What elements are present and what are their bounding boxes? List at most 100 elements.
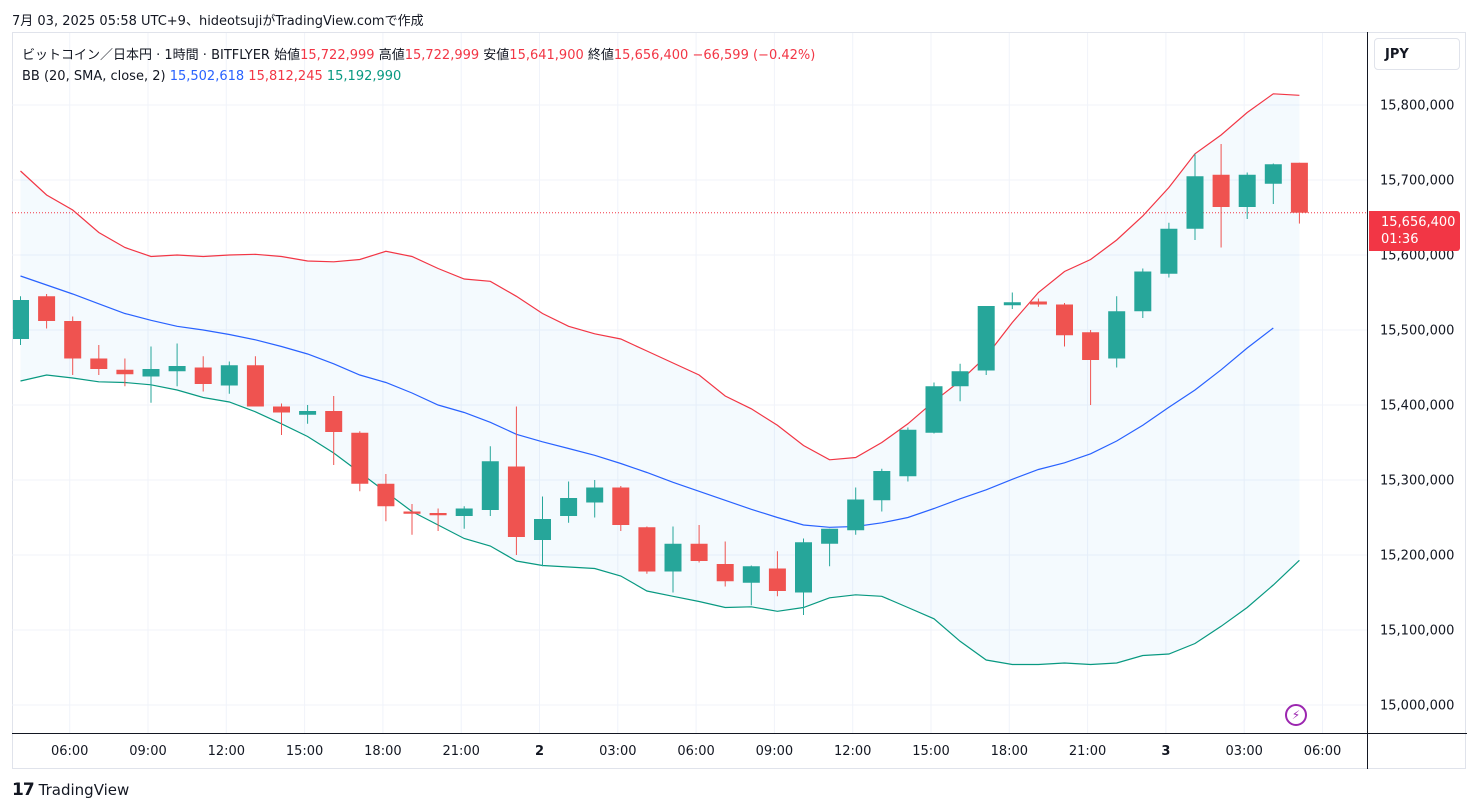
candle (64, 316, 82, 375)
candle-body (638, 527, 656, 572)
bb-fill (20, 93, 1300, 665)
candle (925, 382, 943, 434)
candle-body (481, 461, 499, 510)
candle-body (1186, 176, 1204, 229)
candle (351, 431, 369, 492)
candle (690, 525, 708, 563)
y-tick-label: 15,100,000 (1380, 624, 1454, 639)
candle-body (1238, 174, 1256, 207)
candle (1003, 292, 1021, 309)
candles (13, 144, 1308, 615)
candle-body (768, 568, 786, 591)
candle-body (716, 564, 734, 582)
x-tick-label: 12:00 (208, 744, 245, 759)
candle-body (38, 296, 56, 321)
brand-name: TradingView (38, 781, 130, 799)
bb-upper-line (20, 93, 1300, 461)
currency-button[interactable]: JPY (1374, 38, 1460, 70)
candle (716, 541, 734, 587)
candle-body (1108, 311, 1126, 359)
candle (1290, 162, 1308, 224)
time-axis-ticks: 06:00 09:00 12:00 15:00 18:00 21:00 2 03:00 06:0… (51, 744, 1341, 759)
candle (951, 363, 969, 402)
bb-legend-row: BB (20, SMA, close, 2) 15,502,618 15,812… (22, 66, 815, 87)
chart-caption: 7月 03, 2025 05:58 UTC+9、hideotsujiがTradi… (12, 14, 424, 29)
candle-body (429, 513, 447, 516)
y-tick-label: 15,700,000 (1380, 174, 1454, 189)
candle (1186, 153, 1204, 240)
candle-body (586, 487, 604, 503)
x-tick-label: 09:00 (129, 744, 166, 759)
candle-body (977, 306, 995, 371)
candle (325, 396, 343, 465)
close-label: 終値 (587, 48, 614, 63)
open-label: 始値 (274, 48, 301, 63)
candle (38, 294, 56, 329)
candle (560, 481, 578, 523)
open-value: 15,722,999 (300, 48, 375, 63)
candle (429, 508, 447, 531)
grid-lines (12, 33, 1367, 733)
candle (90, 345, 108, 375)
y-tick-label: 15,500,000 (1380, 324, 1454, 339)
candle (1134, 268, 1152, 318)
x-tick-label: 3 (1161, 744, 1170, 759)
candle (194, 356, 212, 392)
candle-body (925, 386, 943, 433)
lightning-icon[interactable]: ⚡ (1285, 704, 1307, 726)
candle (1082, 330, 1100, 405)
bb-basis-line (20, 275, 1274, 528)
candle-body (455, 508, 473, 516)
bb-lower-line (20, 374, 1300, 666)
candle-body (168, 366, 186, 372)
x-tick-label: 03:00 (1225, 744, 1262, 759)
tradingview-logo-icon: 𝟭𝟳 (12, 780, 35, 800)
candle-body (90, 358, 108, 369)
frame-left-border (12, 32, 13, 769)
candle (1212, 144, 1230, 248)
candle-body (795, 542, 812, 593)
candle (977, 306, 995, 375)
bollinger-bands (12, 93, 1367, 666)
last-price-value: 15,656,400 (1381, 215, 1456, 230)
candle-body (690, 543, 708, 561)
frame-bottom-border (12, 768, 1466, 769)
candle-body (116, 369, 134, 375)
candle-body (1082, 332, 1100, 360)
bb-indicator-label[interactable]: BB (20, SMA, close, 2) (22, 69, 166, 84)
candle-body (899, 429, 917, 477)
bar-countdown: 01:36 (1381, 232, 1419, 247)
candle (273, 403, 290, 435)
candle (13, 296, 29, 345)
symbol-name[interactable]: ビットコイン／日本円 · 1時間 · BITFLYER (22, 48, 270, 63)
candle-body (325, 411, 343, 432)
price-axis-ticks: 15,000,000 15,100,000 15,200,000 15,300,000… (1380, 99, 1454, 714)
time-axis-line (12, 733, 1467, 734)
candle (116, 358, 134, 387)
candle-body (612, 487, 630, 525)
candle (246, 356, 264, 407)
chart-legend: ビットコイン／日本円 · 1時間 · BITFLYER 始値15,722,999… (22, 45, 815, 87)
x-tick-label: 09:00 (756, 744, 793, 759)
candle-body (873, 471, 891, 501)
candle (586, 480, 604, 518)
bb-basis-value: 15,502,618 (169, 69, 245, 84)
price-axis-line (1367, 32, 1368, 769)
candle (534, 496, 551, 567)
x-tick-label: 21:00 (442, 744, 479, 759)
high-value: 15,722,999 (404, 48, 480, 63)
candle-body (847, 499, 865, 531)
candle-body (246, 365, 264, 407)
x-tick-label: 06:00 (51, 744, 88, 759)
y-tick-label: 15,800,000 (1380, 99, 1454, 114)
candle-body (1134, 271, 1152, 312)
y-tick-label: 15,400,000 (1380, 399, 1454, 414)
change-value: −66,599 (−0.42%) (692, 48, 816, 63)
candle-body (1264, 164, 1282, 184)
candle (377, 474, 395, 522)
candle-body (142, 369, 160, 377)
ohlc-legend-row: ビットコイン／日本円 · 1時間 · BITFLYER 始値15,722,999… (22, 45, 815, 66)
high-label: 高値 (378, 48, 405, 63)
x-tick-label: 06:00 (1304, 744, 1341, 759)
